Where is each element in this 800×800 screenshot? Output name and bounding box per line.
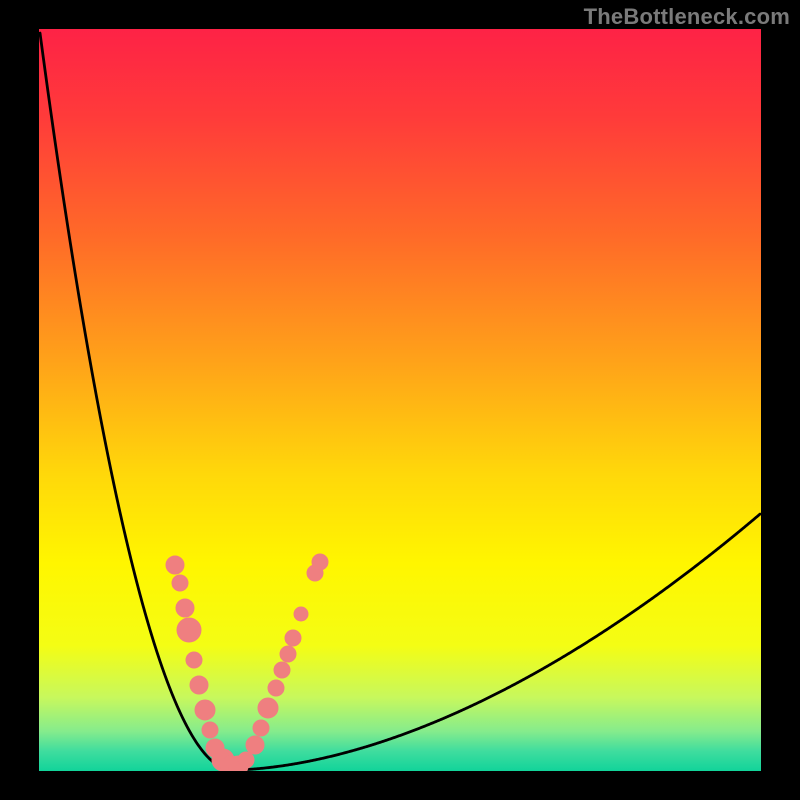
marker-dot [238, 752, 254, 768]
marker-dot [176, 599, 194, 617]
marker-dot [274, 662, 290, 678]
marker-dot [258, 698, 278, 718]
marker-dot [195, 700, 215, 720]
marker-dot [190, 676, 208, 694]
marker-dot [186, 652, 202, 668]
marker-dot [246, 736, 264, 754]
marker-dot [202, 722, 218, 738]
marker-dot [253, 720, 269, 736]
marker-dot [166, 556, 184, 574]
watermark-text: TheBottleneck.com [584, 4, 790, 30]
marker-dot [285, 630, 301, 646]
marker-dot [172, 575, 188, 591]
marker-dot [312, 554, 328, 570]
marker-dot [268, 680, 284, 696]
marker-dot [177, 618, 201, 642]
marker-dot [280, 646, 296, 662]
marker-dot [294, 607, 308, 621]
plot-area [38, 28, 762, 776]
gradient-background [38, 28, 762, 772]
bottleneck-chart [0, 0, 800, 800]
